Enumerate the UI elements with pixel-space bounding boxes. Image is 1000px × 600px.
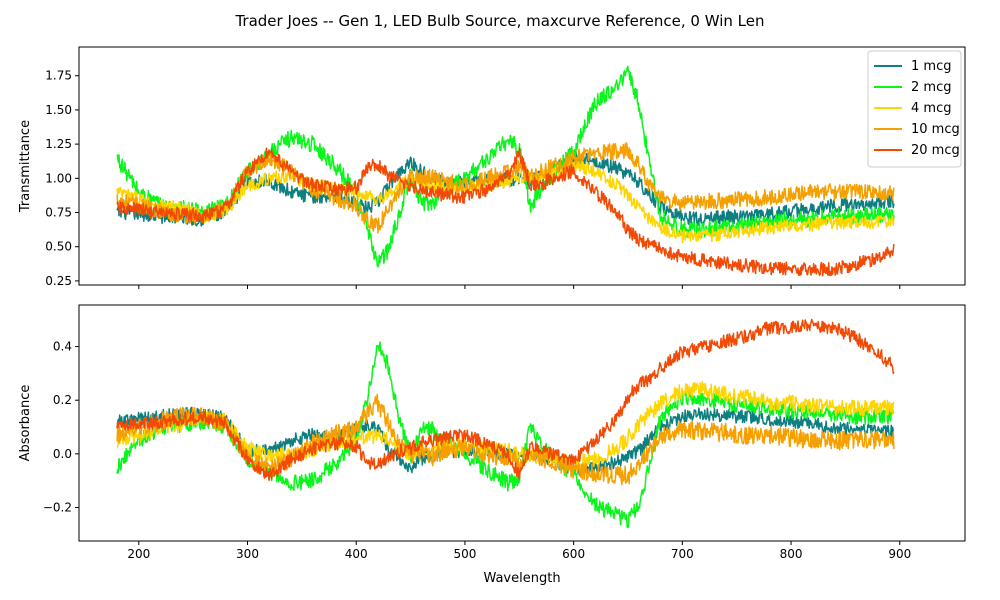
series-lines xyxy=(116,65,895,277)
y-tick-label: 0.2 xyxy=(53,393,72,407)
y-tick-label: 1.00 xyxy=(45,171,72,185)
x-tick-label: 200 xyxy=(127,547,150,561)
y-tick-label: 0.25 xyxy=(45,274,72,288)
y-tick-label: 1.50 xyxy=(45,103,72,117)
series-lines xyxy=(116,318,895,529)
axes-frame xyxy=(78,304,966,542)
x-tick-label: 800 xyxy=(780,547,803,561)
x-tick-label: 600 xyxy=(562,547,585,561)
x-axis-label: Wavelength xyxy=(483,571,560,586)
legend-entry: 1 mcg xyxy=(911,59,951,74)
y-tick-label: 0.75 xyxy=(45,206,72,220)
y-tick-label: −0.2 xyxy=(43,500,72,514)
x-tick-label: 400 xyxy=(345,547,368,561)
legend-entry: 10 mcg xyxy=(911,122,960,137)
figure-title: Trader Joes -- Gen 1, LED Bulb Source, m… xyxy=(234,12,764,30)
absorbance-plot: 200 300 400 500 600 700 800 900 −0.2 0.0 0.2 0.4 Abs… xyxy=(18,304,966,586)
series-line-4-mcg xyxy=(116,381,895,471)
legend-entry: 20 mcg xyxy=(911,143,960,158)
legend-entry: 4 mcg xyxy=(911,101,951,116)
y-tick-label: 1.75 xyxy=(45,69,72,83)
legend-entry: 2 mcg xyxy=(911,80,951,95)
series-line-2-mcg xyxy=(116,341,895,529)
x-tick-label: 700 xyxy=(671,547,694,561)
x-tick-label: 300 xyxy=(236,547,259,561)
y-axis-label: Absorbance xyxy=(18,385,33,462)
transmittance-plot: 0.25 0.50 0.75 1.00 1.25 1.50 1.75 Transmittanc… xyxy=(18,46,966,289)
y-tick-label: 1.25 xyxy=(45,137,72,151)
x-tick-label: 500 xyxy=(453,547,476,561)
axes-frame xyxy=(78,46,966,286)
legend-box xyxy=(867,50,962,168)
series-line-20-mcg xyxy=(116,147,895,277)
y-tick-label: 0.4 xyxy=(53,340,72,354)
y-axis-label: Transmittance xyxy=(18,120,33,213)
y-tick-label: 0.0 xyxy=(53,447,72,461)
y-tick-label: 0.50 xyxy=(45,240,72,254)
series-line-20-mcg xyxy=(116,318,895,482)
x-tick-label: 900 xyxy=(888,547,911,561)
legend: 1 mcg 2 mcg 4 mcg 10 mcg 20 mcg xyxy=(867,50,962,168)
